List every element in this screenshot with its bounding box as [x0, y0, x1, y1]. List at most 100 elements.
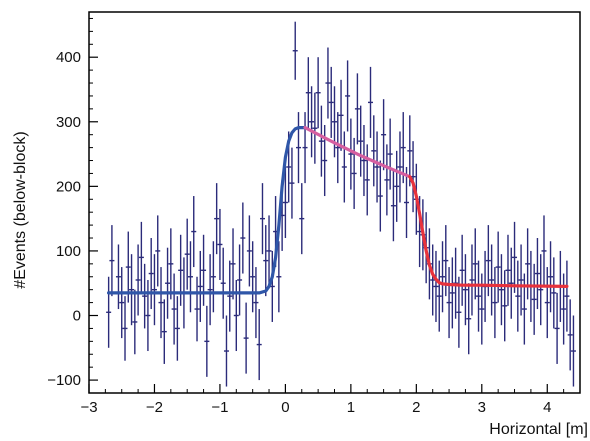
y-tick-label-5: 400 [56, 49, 81, 66]
data-point-70 [338, 79, 344, 151]
data-point-7 [132, 289, 138, 355]
data-point-78 [364, 144, 370, 216]
data-point-136 [554, 292, 560, 364]
data-point-42 [246, 215, 252, 287]
data-point-125 [518, 244, 524, 316]
data-point-20 [174, 296, 180, 361]
data-point-0 [106, 276, 112, 348]
data-point-27 [197, 250, 203, 322]
data-point-101 [440, 241, 446, 313]
data-point-69 [335, 112, 341, 184]
data-point-48 [266, 215, 272, 287]
data-point-76 [358, 105, 364, 177]
data-point-141 [570, 315, 576, 387]
data-point-6 [129, 254, 135, 326]
x-axis-title: Horizontal [m] [489, 421, 588, 438]
data-point-58 [299, 183, 305, 255]
data-point-99 [433, 250, 439, 322]
data-point-66 [325, 47, 331, 119]
data-point-45 [256, 309, 262, 381]
data-point-71 [341, 131, 347, 203]
data-point-31 [210, 241, 216, 313]
data-point-68 [332, 86, 337, 158]
y-tick-label-1: 0 [73, 308, 81, 325]
data-point-12 [148, 238, 154, 310]
data-point-9 [138, 221, 144, 293]
data-point-13 [151, 254, 157, 326]
data-point-106 [456, 276, 462, 348]
data-point-130 [534, 238, 540, 310]
data-point-19 [171, 273, 177, 345]
data-point-56 [292, 21, 298, 80]
data-point-40 [240, 202, 246, 274]
data-point-57 [295, 112, 301, 184]
data-point-33 [217, 208, 223, 280]
data-point-107 [459, 234, 465, 306]
data-point-108 [462, 254, 468, 326]
data-point-26 [194, 276, 200, 342]
data-point-121 [505, 234, 511, 306]
data-point-5 [125, 231, 131, 303]
data-point-14 [155, 215, 161, 287]
data-point-29 [204, 305, 210, 377]
data-point-77 [361, 125, 367, 197]
x-tick-label-3: 0 [281, 399, 289, 416]
data-point-111 [472, 228, 478, 300]
data-point-2 [115, 244, 121, 310]
data-point-64 [318, 105, 324, 177]
data-point-25 [191, 196, 197, 268]
data-point-37 [230, 228, 236, 300]
data-point-10 [142, 263, 148, 329]
data-point-117 [492, 267, 498, 339]
data-point-110 [469, 244, 475, 316]
axis-ticks-layer: −3 −2 −1 0 1 2 3 4 −100 0 100 200 300 400 [47, 17, 581, 416]
fit-right-curve [408, 175, 569, 288]
data-point-112 [476, 260, 482, 332]
data-point-83 [381, 99, 387, 171]
data-point-109 [466, 283, 472, 355]
data-point-74 [351, 137, 357, 209]
y-tick-label-2: 100 [56, 243, 81, 260]
data-point-131 [538, 254, 544, 326]
data-point-120 [502, 270, 508, 342]
data-point-16 [161, 299, 167, 364]
data-point-139 [564, 260, 570, 332]
data-point-39 [237, 244, 243, 316]
data-point-82 [377, 160, 383, 232]
data-point-129 [531, 263, 537, 335]
data-point-89 [400, 112, 406, 184]
y-tick-label-4: 300 [56, 114, 81, 131]
data-point-41 [243, 302, 249, 374]
data-point-119 [498, 254, 504, 326]
data-point-55 [289, 147, 295, 219]
data-point-23 [184, 218, 190, 290]
data-point-1 [109, 225, 115, 297]
data-point-35 [223, 315, 229, 387]
data-point-104 [449, 257, 455, 329]
x-tick-label-7: 4 [543, 399, 551, 416]
data-point-44 [253, 267, 259, 339]
data-point-90 [404, 166, 410, 239]
data-point-67 [328, 66, 334, 138]
data-point-3 [119, 267, 125, 339]
data-point-61 [309, 86, 315, 158]
data-point-79 [368, 66, 374, 138]
data-point-124 [515, 260, 521, 332]
data-point-103 [446, 267, 452, 339]
data-point-80 [371, 115, 377, 187]
data-point-36 [227, 260, 233, 332]
fit-middle-curve [303, 126, 412, 179]
data-point-24 [187, 241, 193, 313]
data-point-63 [315, 57, 321, 129]
data-point-72 [345, 60, 351, 132]
data-point-122 [508, 247, 514, 319]
x-tick-label-6: 3 [478, 399, 486, 416]
fit-curves-layer [107, 126, 569, 295]
data-point-140 [567, 299, 573, 371]
data-point-100 [436, 260, 442, 332]
data-point-30 [207, 254, 213, 326]
x-tick-label-4: 1 [347, 399, 355, 416]
data-point-135 [551, 257, 557, 329]
data-point-32 [214, 183, 220, 255]
x-tick-label-0: −3 [80, 399, 97, 416]
